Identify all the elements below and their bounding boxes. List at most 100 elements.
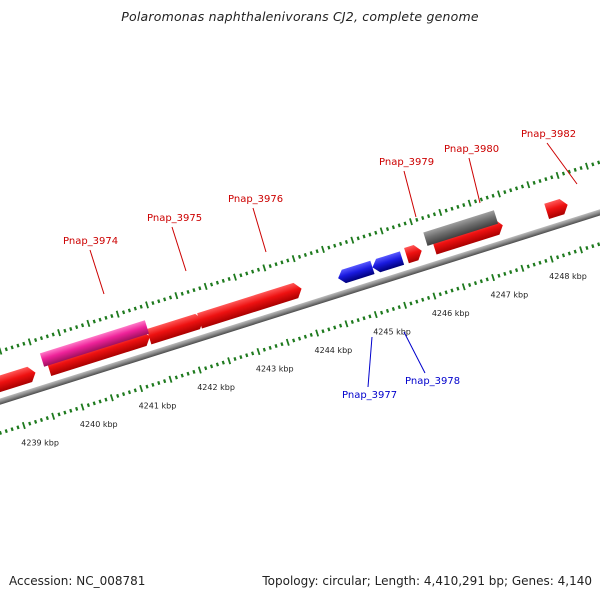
forward-minor-tick [92, 319, 96, 324]
reverse-minor-tick [468, 282, 472, 287]
forward-minor-tick [333, 243, 337, 248]
reverse-minor-tick [151, 382, 155, 387]
reverse-minor-tick [297, 336, 302, 341]
forward-minor-tick [444, 208, 448, 213]
reverse-major-tick [227, 357, 232, 365]
reverse-minor-tick [567, 251, 571, 256]
forward-minor-tick [45, 334, 49, 339]
reverse-minor-tick [356, 318, 360, 323]
forward-minor-tick [251, 269, 255, 274]
reverse-minor-tick [503, 271, 507, 276]
reverse-minor-tick [380, 310, 384, 315]
reverse-major-tick [373, 310, 378, 319]
gene-label-leader [403, 170, 417, 218]
gene-pnap-3980-arrow[interactable] [431, 218, 505, 255]
gene-label-pnap-3979[interactable]: Pnap_3979 [379, 157, 434, 168]
reverse-minor-tick [75, 406, 79, 411]
forward-minor-tick [274, 262, 278, 267]
reverse-minor-tick [127, 390, 132, 395]
forward-minor-tick [157, 299, 161, 304]
reverse-minor-tick [174, 375, 178, 380]
gene-pnap-3982-arrow[interactable] [544, 197, 570, 220]
rna-gene-pnap-3974[interactable] [39, 320, 150, 367]
forward-minor-tick [209, 282, 214, 287]
reverse-minor-tick [239, 355, 243, 360]
reverse-minor-tick [350, 319, 354, 324]
gene-label-pnap-3974[interactable]: Pnap_3974 [63, 236, 118, 247]
forward-minor-tick [403, 221, 407, 226]
forward-minor-tick [456, 204, 460, 209]
forward-minor-tick [427, 214, 431, 219]
forward-minor-tick [34, 338, 38, 343]
reverse-minor-tick [233, 356, 237, 361]
gene-pnap-3975-arrow[interactable] [146, 312, 206, 345]
reverse-major-tick [197, 366, 202, 374]
kbp-label: 4244 kbp [315, 346, 353, 355]
forward-minor-tick [479, 197, 483, 202]
forward-minor-tick [39, 336, 44, 341]
gene-label-leader [89, 249, 105, 295]
reverse-minor-tick [391, 307, 395, 312]
forward-major-tick [57, 329, 61, 337]
forward-minor-tick [462, 203, 466, 208]
forward-minor-tick [397, 223, 401, 228]
forward-minor-tick [509, 188, 513, 193]
forward-minor-tick [151, 301, 155, 306]
forward-minor-tick [69, 326, 73, 331]
forward-major-tick [145, 301, 149, 309]
reverse-minor-tick [409, 301, 413, 306]
forward-minor-tick [163, 297, 167, 302]
gene-pnap-3974-arrow[interactable] [46, 329, 152, 376]
reverse-minor-tick [280, 342, 284, 347]
reverse-minor-tick [0, 430, 2, 435]
gene-label-pnap-3980[interactable]: Pnap_3980 [444, 144, 499, 155]
reverse-minor-tick [92, 401, 96, 406]
forward-major-tick [86, 319, 91, 328]
forward-minor-tick [356, 236, 360, 241]
forward-minor-tick [591, 162, 595, 167]
reverse-minor-tick [438, 292, 442, 297]
reverse-minor-tick [4, 429, 8, 434]
forward-minor-tick [303, 252, 307, 257]
forward-minor-tick [514, 186, 519, 191]
tick-row-forward [0, 160, 600, 355]
gene-label-pnap-3982[interactable]: Pnap_3982 [521, 129, 576, 140]
reverse-major-tick [80, 403, 85, 411]
reverse-minor-tick [121, 392, 126, 397]
reverse-minor-tick [16, 425, 20, 430]
forward-major-tick [291, 255, 296, 263]
reverse-minor-tick [514, 268, 519, 273]
gene-forward-arrow[interactable] [0, 365, 38, 398]
reverse-minor-tick [339, 323, 343, 328]
forward-minor-tick [192, 288, 196, 293]
kbp-label: 4245 kbp [373, 328, 411, 337]
reverse-major-tick [139, 384, 144, 393]
gene-label-pnap-3978[interactable]: Pnap_3978 [405, 376, 460, 387]
forward-minor-tick [256, 267, 261, 272]
forward-minor-tick [10, 345, 14, 350]
forward-major-tick [203, 282, 208, 291]
gene-pnap-3979-arrow[interactable] [404, 243, 424, 264]
forward-major-tick [115, 310, 120, 318]
forward-minor-tick [110, 313, 114, 318]
reverse-minor-tick [485, 277, 489, 282]
gene-label-pnap-3977[interactable]: Pnap_3977 [342, 390, 397, 401]
pseudo-gene-pnap-3980[interactable] [423, 210, 499, 246]
forward-major-tick [0, 347, 3, 355]
forward-minor-tick [327, 245, 331, 250]
forward-minor-tick [104, 315, 108, 320]
forward-minor-tick [63, 328, 67, 333]
gene-label-pnap-3975[interactable]: Pnap_3975 [147, 213, 202, 224]
gene-pnap-3977-arrow[interactable] [336, 260, 375, 285]
gene-pnap-3978-arrow[interactable] [370, 251, 405, 274]
reverse-minor-tick [251, 351, 255, 356]
forward-major-tick [497, 190, 501, 198]
reverse-minor-tick [104, 397, 108, 402]
forward-minor-tick [450, 206, 454, 211]
gene-label-pnap-3976[interactable]: Pnap_3976 [228, 194, 283, 205]
forward-major-tick [585, 162, 589, 170]
kbp-scale-labels: 4239 kbp 4240 kbp 4241 kbp 4242 kbp 4243 kbp… [21, 272, 587, 447]
reverse-minor-tick [532, 262, 536, 267]
gene-pnap-3976-arrow[interactable] [197, 281, 304, 329]
